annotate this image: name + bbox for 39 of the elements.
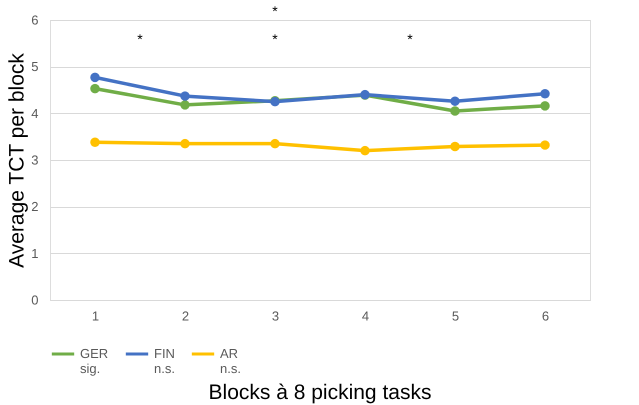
y-axis-title: Average TCT per block [5,52,28,268]
x-tick-label: 3 [272,308,280,324]
point [270,138,280,148]
y-tick-label: 3 [31,152,38,168]
point [90,138,100,147]
legend-label: FIN [154,346,175,361]
point [540,89,550,98]
y-tick-label: 2 [31,199,38,214]
x-tick-label: 6 [542,308,550,324]
annotation: * [137,31,144,47]
point [180,138,190,148]
x-axis-title: Blocks à 8 picking tasks [208,381,432,404]
y-tick-label: 6 [31,12,38,28]
point [180,100,190,110]
point [450,96,460,106]
x-tick-label: 1 [92,308,100,324]
x-tick-label: 5 [452,308,460,324]
point [540,101,550,111]
point [180,91,190,101]
x-tick-label: 2 [182,308,190,324]
point [90,84,100,94]
legend-label: AR [220,346,238,361]
point [540,140,550,150]
point [90,72,100,82]
text: sig. [80,361,100,376]
point [450,142,460,152]
y-tick-label: 1 [31,246,38,261]
annotation: * [272,31,278,47]
y-tick-label: 5 [31,59,38,74]
x-tick-label: 4 [362,308,370,324]
text: n.s. [154,361,175,376]
legend-label: GER [80,346,108,361]
annotation: * [407,31,414,47]
y-tick-label: 4 [31,106,38,121]
text: * [272,3,278,19]
point [360,146,370,156]
y-tick-label: 0 [31,292,38,308]
point [450,106,460,116]
text: n.s. [220,361,241,376]
